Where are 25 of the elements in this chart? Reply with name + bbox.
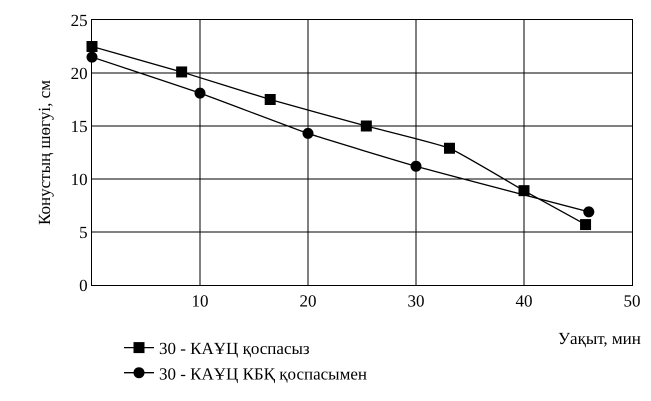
point [444,142,455,154]
point [176,66,188,78]
y-tick-label: 25 [70,10,88,30]
point [580,219,592,230]
y-axis-title: Конустың шөгуі, см [35,80,54,225]
point [302,128,314,139]
legend-label: 30 - КАҰЦ КБҚ қоспасымен [159,364,368,384]
point [410,160,422,172]
y-tick-label: 20 [70,64,88,83]
y-tick-label: 5 [79,222,88,242]
y-tick-label: 15 [70,116,88,136]
point [86,41,98,52]
x-axis-title: Уақыт, мин [558,329,641,348]
x-tick-label: 20 [300,291,316,310]
y-tick-label: 10 [70,170,88,189]
legend-label: 30 - КАҰЦ қоспасыз [159,339,310,358]
x-tick-label: 50 [624,291,640,310]
y-tick-label: 0 [79,276,88,295]
point [360,120,372,132]
point [194,88,206,99]
point [264,94,276,105]
x-tick-label: 30 [408,291,424,310]
point [583,206,594,218]
x-tick-label: 10 [192,291,208,310]
x-tick-label: 40 [516,291,532,310]
